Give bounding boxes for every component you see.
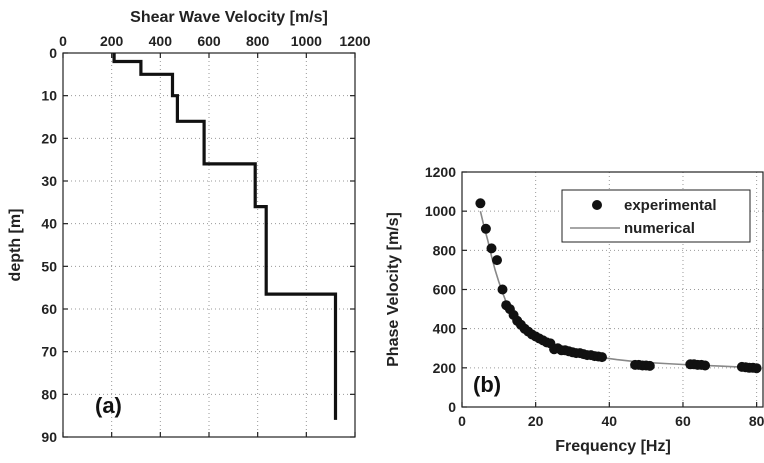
legend-marker-experimental [592,200,602,210]
panel-a: 0 200 400 600 800 1000 1200 0 10 20 30 40 50 60 70 80 90… [7,9,371,445]
experimental-point [497,284,508,295]
panel-label-a: (a) [95,393,122,418]
experimental-point [751,363,762,374]
y-tick-label: 40 [41,216,57,232]
y-tick-label: 70 [41,344,57,360]
y-tick-label: 1000 [425,203,456,219]
x-tick-label: 800 [246,33,270,49]
x-axis-title: Frequency [Hz] [555,438,671,455]
x-tick-label: 600 [197,33,221,49]
y-tick-label: 1200 [425,164,456,180]
x-tick-label: 20 [528,413,544,429]
legend-box [561,189,751,243]
x-tick-label: 60 [675,413,691,429]
experimental-point [475,198,486,209]
y-tick-label: 200 [433,360,457,376]
y-tick-label: 60 [41,301,57,317]
panel-label-b: (b) [473,372,501,397]
experimental-point [492,255,502,266]
x-tick-label: 400 [149,33,173,49]
x-tick-label: 40 [602,413,618,429]
x-tick-label: 80 [749,413,764,429]
x-tick-label: 0 [59,33,67,49]
x-tick-label: 1200 [339,33,370,49]
y-axis-title: depth [m] [7,209,24,282]
legend-label-experimental: experimental [624,197,717,214]
x-tick-label: 200 [100,33,124,49]
y-tick-label: 0 [49,45,57,61]
y-tick-label: 30 [41,173,57,189]
y-tick-label: 10 [41,88,57,104]
velocity-profile-line [112,53,338,420]
x-tick-label: 0 [458,413,466,429]
experimental-point [486,243,497,254]
y-axis-title: Phase Velocity [m/s] [385,212,402,367]
y-tick-label: 90 [41,429,57,445]
experimental-point [700,360,711,371]
y-tick-label: 0 [448,399,456,415]
experimental-point [644,360,655,371]
panel-b: 0 20 40 60 80020040060080010001200Frequency … [385,164,764,455]
experimental-point [597,352,607,363]
x-axis-title: Shear Wave Velocity [m/s] [130,9,328,26]
x-tick-label: 1000 [291,33,322,49]
y-tick-label: 400 [433,321,457,337]
legend-label-numerical: numerical [624,220,695,237]
y-tick-label: 20 [41,130,57,146]
y-tick-label: 800 [433,242,457,258]
y-tick-label: 50 [41,258,57,274]
experimental-point [480,223,491,234]
y-tick-label: 600 [433,282,457,298]
y-tick-label: 80 [41,386,57,402]
